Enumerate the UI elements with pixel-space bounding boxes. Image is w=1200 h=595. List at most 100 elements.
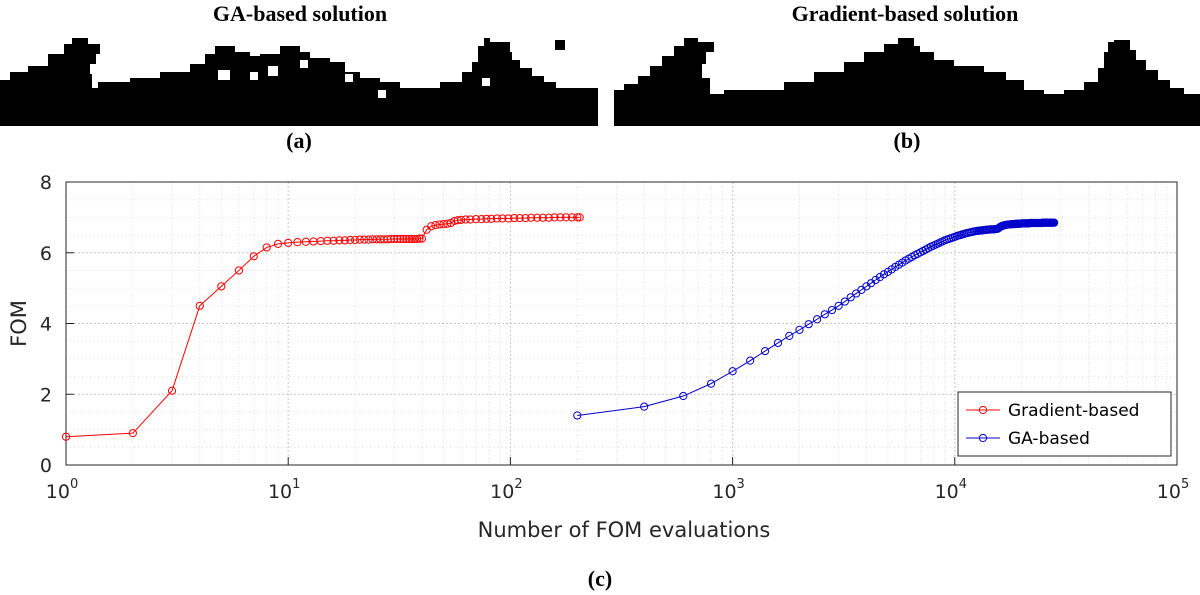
data-point — [515, 213, 524, 223]
data-point — [834, 301, 843, 310]
y-axis-label: FOM — [7, 300, 31, 347]
pattern-hole — [268, 66, 278, 76]
figure-c-caption: (c) — [587, 566, 613, 591]
x-tick-base: 10 — [268, 481, 292, 503]
data-point — [466, 215, 475, 224]
data-point — [301, 237, 310, 246]
data-point — [827, 305, 837, 315]
figure-a-title: GA-based solution — [212, 1, 388, 26]
data-point — [293, 238, 302, 247]
data-point — [431, 221, 440, 230]
data-point — [640, 402, 649, 411]
figure-a-caption: (a) — [286, 128, 312, 153]
series-line — [577, 222, 1055, 416]
data-point — [487, 214, 496, 223]
data-point — [393, 234, 402, 244]
data-point — [167, 386, 177, 395]
x-tick-label: 102 — [490, 477, 522, 503]
data-point — [561, 213, 571, 222]
x-tick-exponent: 5 — [1181, 477, 1189, 492]
data-point — [360, 235, 369, 244]
data-point — [335, 236, 344, 245]
pattern-hole — [378, 90, 386, 98]
data-point — [249, 252, 258, 261]
x-tick-exponent: 0 — [70, 477, 78, 492]
ga-solution-pattern-image — [0, 38, 598, 126]
pattern-hole — [300, 60, 308, 68]
legend-marker — [978, 405, 988, 415]
data-point — [1050, 218, 1059, 227]
gradient-solution-pattern-image — [614, 38, 1200, 126]
data-point — [804, 320, 813, 329]
data-point — [773, 338, 783, 348]
data-point — [316, 236, 325, 246]
y-tick-label: 8 — [40, 172, 52, 194]
x-tick-label: 105 — [1157, 477, 1189, 503]
data-point — [521, 213, 530, 223]
data-point — [527, 213, 536, 222]
data-point — [453, 216, 462, 225]
pattern-hole — [218, 70, 230, 80]
x-tick-label: 101 — [268, 477, 300, 503]
data-point — [427, 222, 436, 231]
data-point — [399, 234, 408, 244]
data-point — [477, 215, 486, 224]
data-point — [396, 234, 405, 244]
pattern-hole — [345, 74, 353, 82]
x-tick-base: 10 — [935, 481, 959, 503]
pattern-shape — [614, 38, 1200, 126]
data-point — [368, 235, 377, 244]
data-point — [550, 213, 559, 222]
data-point — [573, 411, 582, 420]
data-point — [61, 432, 71, 441]
data-point — [217, 282, 226, 291]
data-point — [195, 301, 204, 310]
data-point — [461, 215, 470, 224]
pattern-shape — [0, 38, 598, 126]
pattern-hole — [250, 72, 258, 80]
data-point — [407, 234, 416, 244]
x-tick-base: 10 — [1157, 481, 1181, 503]
data-point — [386, 234, 396, 244]
y-tick-label: 6 — [40, 243, 52, 265]
data-point — [498, 214, 507, 223]
data-point — [364, 235, 373, 244]
legend-box — [957, 391, 1172, 457]
data-point — [492, 214, 502, 223]
x-tick-exponent: 3 — [737, 477, 745, 492]
data-point — [417, 234, 427, 243]
data-point — [573, 213, 582, 222]
data-point — [679, 391, 688, 401]
data-point — [329, 236, 338, 245]
data-point — [533, 213, 542, 222]
data-point — [412, 234, 422, 244]
figure-b-title: Gradient-based solution — [791, 1, 1019, 26]
data-point — [567, 213, 576, 222]
data-point — [383, 235, 392, 244]
x-tick-exponent: 4 — [959, 477, 967, 492]
data-point — [556, 213, 565, 222]
data-point — [746, 356, 755, 365]
data-point — [544, 213, 553, 222]
x-tick-exponent: 2 — [514, 477, 522, 492]
gradient-solution-pattern — [614, 32, 1200, 126]
data-point — [846, 293, 855, 302]
x-tick-base: 10 — [46, 481, 70, 503]
data-point — [435, 220, 444, 229]
legend-item: Gradient-based — [966, 401, 1139, 421]
data-series — [61, 213, 1059, 441]
data-point — [795, 325, 804, 334]
data-point — [262, 243, 271, 252]
legend-item: GA-based — [966, 429, 1090, 449]
legend-label: GA-based — [1008, 429, 1090, 449]
data-point — [340, 236, 350, 245]
ga-solution-pattern — [0, 32, 598, 126]
figure-b-caption: (b) — [893, 128, 921, 153]
legend-marker — [978, 433, 988, 443]
data-point — [706, 379, 716, 388]
data-point — [871, 275, 880, 285]
series-line — [65, 216, 580, 438]
y-tick-label: 2 — [40, 384, 52, 406]
